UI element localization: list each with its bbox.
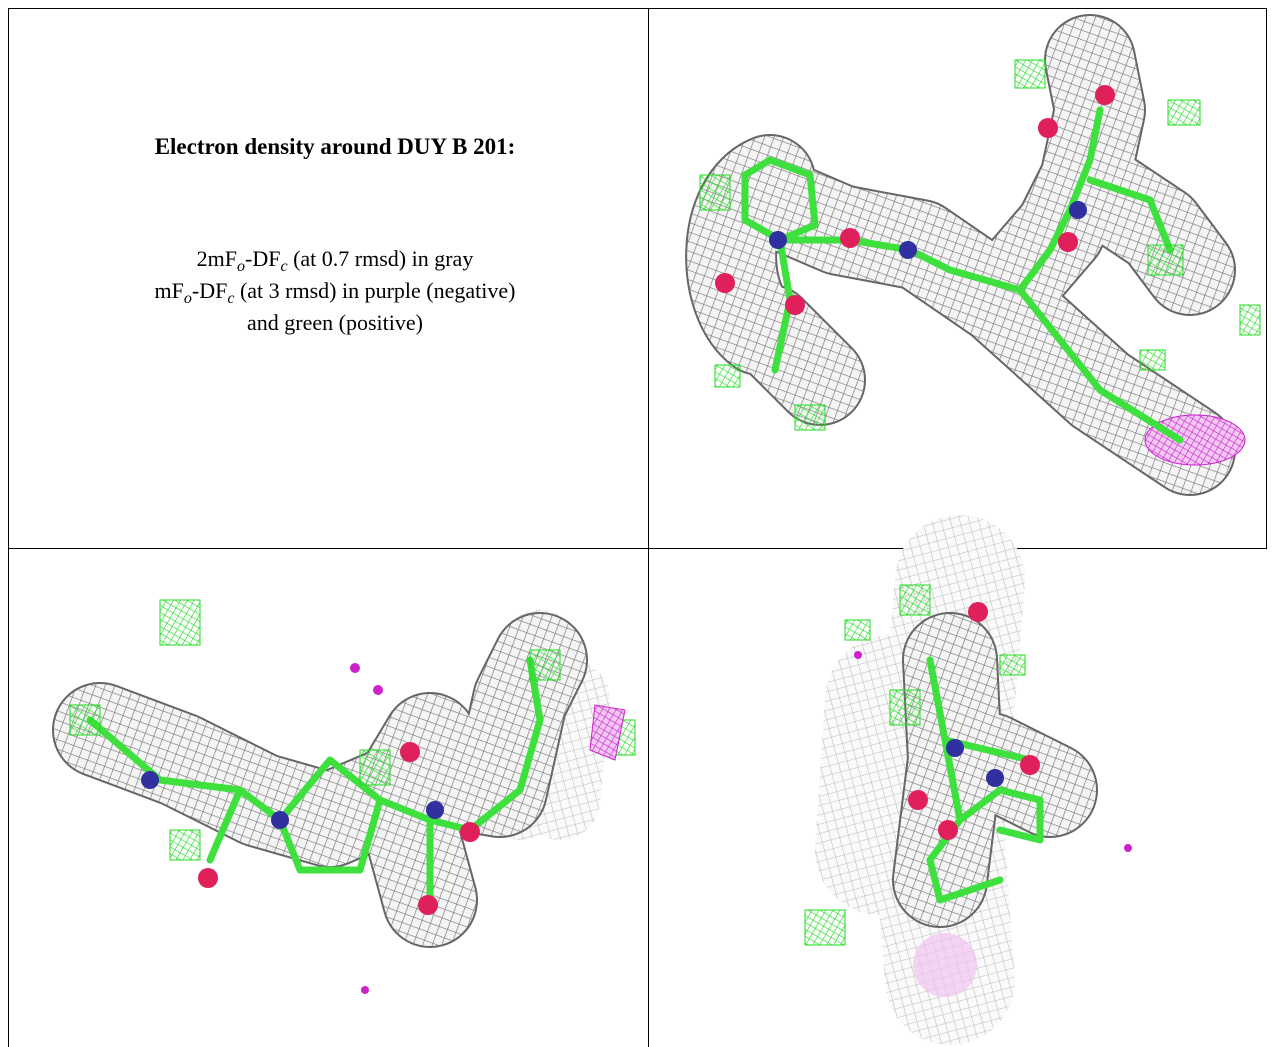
- density-view-2: [52, 599, 636, 994]
- legend-text: (at 3 rmsd) in purple (negative): [234, 278, 515, 303]
- legend-text: (at 0.7 rmsd) in gray: [288, 246, 474, 271]
- subscript: o: [237, 258, 245, 275]
- density-view-1: [685, 14, 1261, 496]
- legend-text: -DF: [192, 278, 227, 303]
- subscript: c: [227, 290, 234, 307]
- table-grid: [8, 8, 1267, 1047]
- legend-text: 2mF: [197, 246, 237, 271]
- legend-line: 2mFo-DFc (at 0.7 rmsd) in gray: [197, 246, 474, 275]
- density-view-3: [804, 515, 1132, 1045]
- legend-line: and green (positive): [247, 310, 423, 335]
- legend-text: and green (positive): [247, 310, 423, 335]
- legend-text: mF: [155, 278, 184, 303]
- figure-title: Electron density around DUY B 201:: [155, 134, 516, 159]
- subscript: o: [184, 290, 192, 307]
- legend-line: mFo-DFc (at 3 rmsd) in purple (negative): [155, 278, 516, 307]
- legend-text: -DF: [245, 246, 280, 271]
- subscript: c: [280, 258, 287, 275]
